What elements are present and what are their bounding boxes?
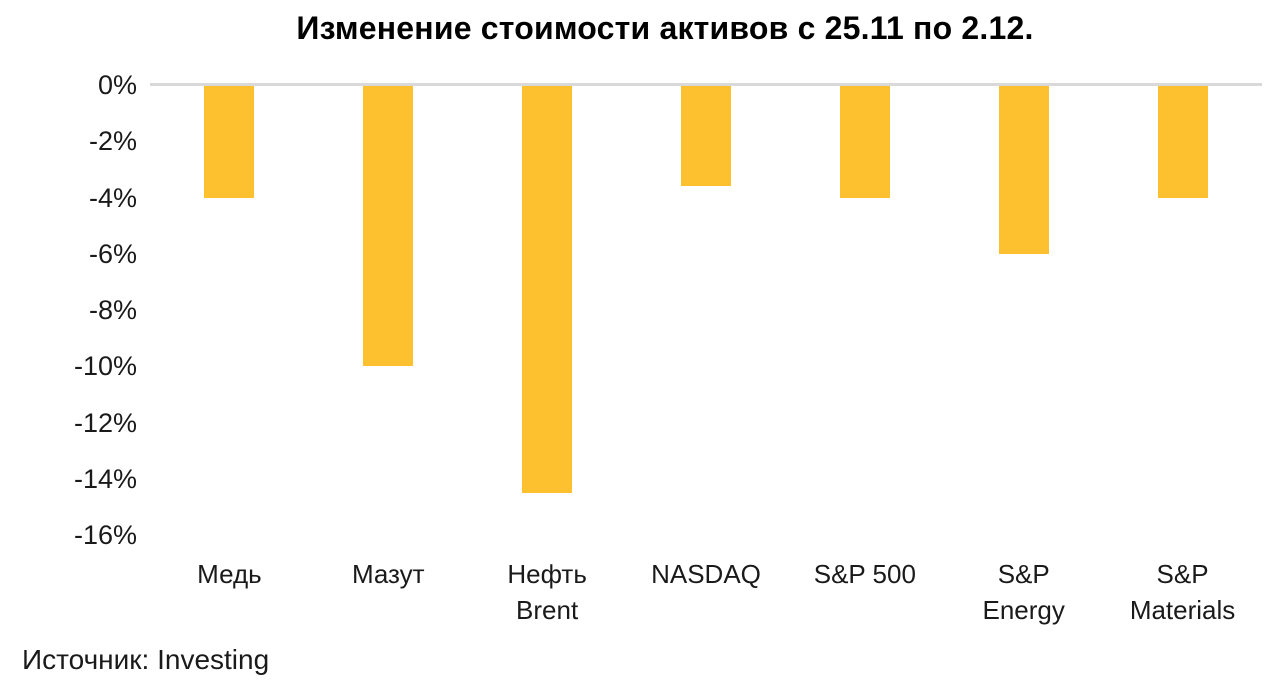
y-axis-tick-label: -2% xyxy=(88,126,137,157)
y-axis-tick-label: -10% xyxy=(73,351,137,382)
x-axis-category-label: S&P Materials xyxy=(1129,559,1236,625)
y-axis-tick-label: -6% xyxy=(88,238,137,269)
x-axis-category-label: Нефть Brent xyxy=(507,559,587,625)
bar-7 xyxy=(1157,86,1208,198)
chart-title: Изменение стоимости активов с 25.11 по 2… xyxy=(296,10,1034,46)
x-axis-category-label: NASDAQ xyxy=(651,559,761,589)
y-axis-tick-label: -12% xyxy=(73,407,137,438)
bar-4 xyxy=(681,86,731,187)
bar-6 xyxy=(998,86,1049,254)
x-axis-category-label: Мазут xyxy=(351,559,425,589)
bar-2 xyxy=(363,86,414,367)
bar-3 xyxy=(522,86,573,493)
y-axis-tick-label: -16% xyxy=(73,520,137,550)
y-axis-tick-label: -8% xyxy=(88,295,137,325)
source-label: Источник: Investing xyxy=(22,644,270,675)
x-axis-category-label: S&P Energy xyxy=(982,559,1065,625)
x-axis-category-label: S&P 500 xyxy=(813,559,916,589)
x-axis-category-label: Медь xyxy=(197,559,262,589)
bar-5 xyxy=(839,86,890,198)
y-axis-tick-label: -4% xyxy=(88,182,137,213)
y-axis-tick-label: 0% xyxy=(97,70,137,100)
zero-axis-gridline xyxy=(150,83,1262,86)
y-axis-tick-label: -14% xyxy=(73,463,137,494)
bar-1 xyxy=(204,86,255,198)
